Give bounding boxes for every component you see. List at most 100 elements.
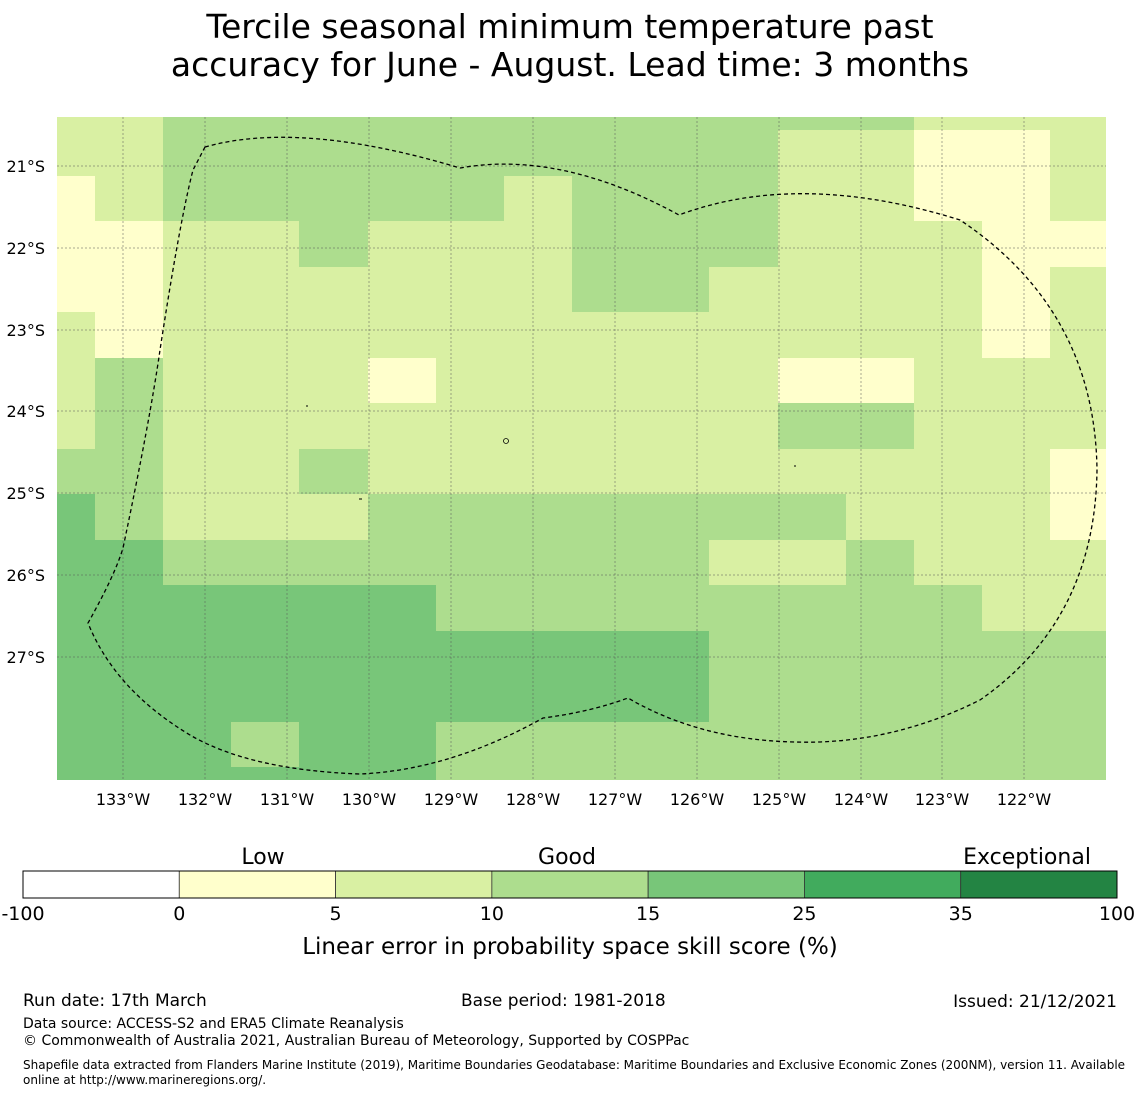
grid-cell [436, 676, 504, 722]
grid-cell [231, 403, 299, 449]
grid-cell [57, 449, 95, 494]
colorbar-category-label: Good [538, 845, 596, 870]
longitude-label: 129°W [424, 790, 479, 809]
grid-cell [436, 130, 504, 176]
grid-cell [57, 267, 95, 312]
grid-cell [982, 722, 1050, 767]
grid-cell [231, 358, 299, 403]
grid-cell [641, 176, 709, 221]
grid-cell [299, 676, 368, 722]
grid-cell [1050, 540, 1106, 585]
longitude-label: 126°W [670, 790, 725, 809]
grid-cell [368, 358, 436, 403]
data-source: Data source: ACCESS-S2 and ERA5 Climate … [23, 1016, 404, 1032]
colorbar-category-label: Low [241, 845, 284, 870]
grid-cell [95, 631, 163, 676]
grid-cell [982, 540, 1050, 585]
grid-cell [436, 449, 504, 494]
grid-cell [982, 312, 1050, 358]
colorbar-tick-label: 100 [1099, 903, 1135, 925]
grid-cell [982, 176, 1050, 221]
grid-cell [982, 767, 1050, 780]
grid-cell [57, 676, 95, 722]
graticule [57, 117, 1106, 780]
grid-cell [436, 312, 504, 358]
island-marks [306, 405, 796, 500]
grid-cell [504, 676, 572, 722]
grid-cell [778, 403, 846, 449]
grid-cell [1050, 403, 1106, 449]
grid-cell [709, 358, 778, 403]
grid-cell [709, 585, 778, 631]
latitude-label: 21°S [6, 157, 45, 176]
grid-cell [778, 585, 846, 631]
grid-cell [778, 221, 846, 267]
grid-cell [709, 722, 778, 767]
colorbar-tick-label: 10 [480, 903, 504, 925]
colorbar-tick-label: 25 [792, 903, 816, 925]
grid-cell [914, 494, 982, 540]
grid-cell [914, 221, 982, 267]
grid-cell [299, 176, 368, 221]
grid-cell [572, 267, 641, 312]
colorbar-category-labels: Low Good Exceptional [241, 845, 1091, 870]
grid-cell [231, 767, 299, 780]
grid-cell [914, 722, 982, 767]
grid-cell [504, 767, 572, 780]
grid-cell [504, 117, 572, 130]
grid-cell [709, 312, 778, 358]
grid-cell [1050, 130, 1106, 176]
grid-cell [709, 403, 778, 449]
longitude-label: 131°W [260, 790, 315, 809]
colorbar-tick-label: 15 [636, 903, 660, 925]
grid-cell [641, 449, 709, 494]
grid-cell [299, 540, 368, 585]
grid-cell [846, 676, 914, 722]
grid-cell [778, 676, 846, 722]
grid-cell [504, 312, 572, 358]
grid-cell [368, 722, 436, 767]
grid-cell [572, 722, 641, 767]
longitude-label: 128°W [506, 790, 561, 809]
grid-cell [982, 130, 1050, 176]
grid-cell [231, 494, 299, 540]
grid-cell [95, 676, 163, 722]
grid-cell [846, 117, 914, 130]
grid-cell [1050, 722, 1106, 767]
grid-cell [572, 767, 641, 780]
grid-cell [641, 221, 709, 267]
grid-cell [368, 676, 436, 722]
grid-cell [436, 767, 504, 780]
grid-cell [231, 267, 299, 312]
grid-cell [572, 631, 641, 676]
grid-cell [641, 676, 709, 722]
colorbar-ticks: -100 0 5 10 15 25 35 100 [1, 903, 1135, 925]
grid-cell [163, 176, 231, 221]
grid-cell [641, 722, 709, 767]
grid-cell [368, 403, 436, 449]
grid-cell [95, 449, 163, 494]
grid-cell [299, 267, 368, 312]
grid-cell [641, 767, 709, 780]
grid-cell [778, 722, 846, 767]
map-title-line-2: accuracy for June - August. Lead time: 3… [170, 45, 970, 84]
grid-cell [846, 312, 914, 358]
grid-cell [95, 117, 163, 130]
colorbar [22, 870, 1118, 899]
grid-cell [914, 117, 982, 130]
grid-cell [1050, 767, 1106, 780]
grid-cell [982, 449, 1050, 494]
latitude-label: 22°S [6, 239, 45, 258]
grid-cell [163, 130, 231, 176]
grid-cell [914, 312, 982, 358]
grid-cell [1050, 221, 1106, 267]
grid-cell [778, 312, 846, 358]
run-date: Run date: 17th March [23, 991, 207, 1011]
grid-cell [914, 130, 982, 176]
grid-cell [299, 117, 368, 130]
colorbar-tick-label: -100 [1, 903, 44, 925]
grid-cell [709, 494, 778, 540]
grid-cell [572, 358, 641, 403]
colorbar-segment [647, 870, 805, 899]
colorbar-segment [491, 870, 649, 899]
